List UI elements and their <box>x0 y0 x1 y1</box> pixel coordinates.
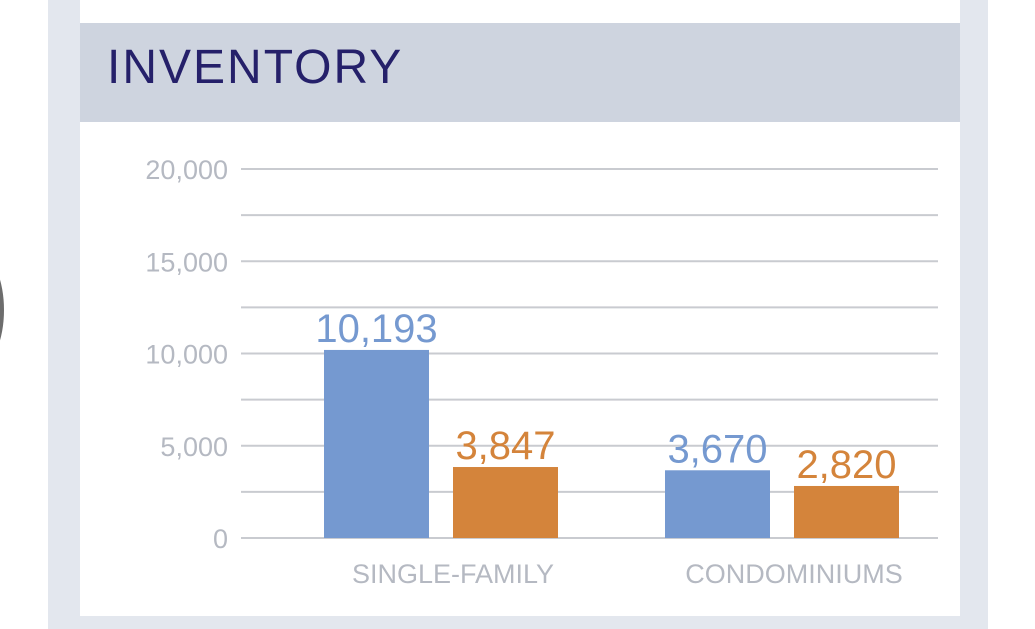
bar <box>665 470 770 538</box>
bars <box>324 349 899 538</box>
category-label: SINGLE-FAMILY <box>352 559 554 589</box>
y-tick-label: 10,000 <box>145 340 228 370</box>
category-labels: SINGLE-FAMILY CONDOMINIUMS <box>352 559 903 589</box>
header-band <box>80 23 960 122</box>
bar-value-label: 3,847 <box>455 424 555 468</box>
bar-value-label: 3,670 <box>667 427 767 471</box>
bar-value-label: 10,193 <box>315 307 437 351</box>
chart-title: INVENTORY <box>107 41 404 94</box>
data-labels: 10,193 3,847 3,670 2,820 <box>315 307 896 487</box>
y-tick-label: 15,000 <box>145 247 228 277</box>
bar <box>453 467 558 538</box>
bar <box>794 485 899 538</box>
y-tick-label: 20,000 <box>145 155 228 185</box>
y-tick-label: 5,000 <box>160 432 228 462</box>
y-axis-ticks: 0 5,000 10,000 15,000 20,000 <box>145 155 228 554</box>
bar <box>324 349 429 538</box>
bar-value-label: 2,820 <box>796 443 896 487</box>
y-tick-label: 0 <box>213 524 228 554</box>
category-label: CONDOMINIUMS <box>685 559 903 589</box>
